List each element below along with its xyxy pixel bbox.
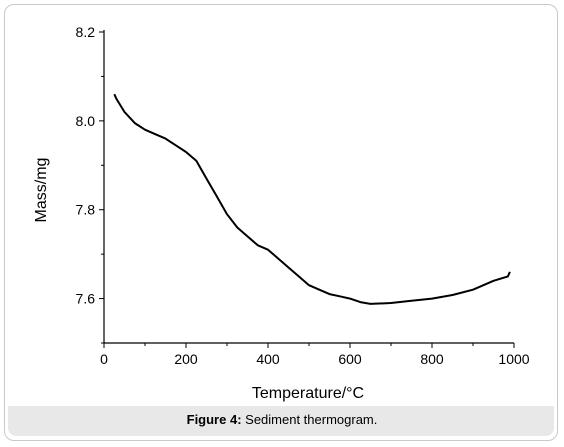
x-tick-label: 200 bbox=[174, 351, 198, 367]
y-tick-label: 8.0 bbox=[76, 113, 96, 129]
x-tick-label: 0 bbox=[100, 351, 108, 367]
axes bbox=[103, 30, 514, 344]
x-tick-label: 400 bbox=[256, 351, 280, 367]
y-tick-label: 7.8 bbox=[76, 202, 96, 218]
x-tick-label: 600 bbox=[338, 351, 362, 367]
figure-caption: Figure 4: Sediment thermogram. bbox=[0, 412, 564, 427]
x-ticks: 0 200 400 600 800 1000 bbox=[100, 343, 530, 367]
y-axis-title: Mass/mg bbox=[33, 158, 50, 223]
x-tick-label: 1000 bbox=[498, 351, 529, 367]
caption-background bbox=[8, 406, 554, 436]
caption-label: Figure 4: bbox=[186, 412, 242, 427]
y-tick-label: 8.2 bbox=[76, 24, 96, 40]
caption-text: Sediment thermogram. bbox=[241, 412, 378, 427]
y-ticks: 7.6 7.8 8.0 8.2 bbox=[76, 24, 104, 344]
y-tick-label: 7.6 bbox=[76, 291, 96, 307]
mass-curve bbox=[113, 93, 511, 305]
figure-frame bbox=[4, 4, 558, 441]
x-axis-title: Temperature/°C bbox=[252, 385, 364, 402]
x-tick-label: 800 bbox=[420, 351, 444, 367]
